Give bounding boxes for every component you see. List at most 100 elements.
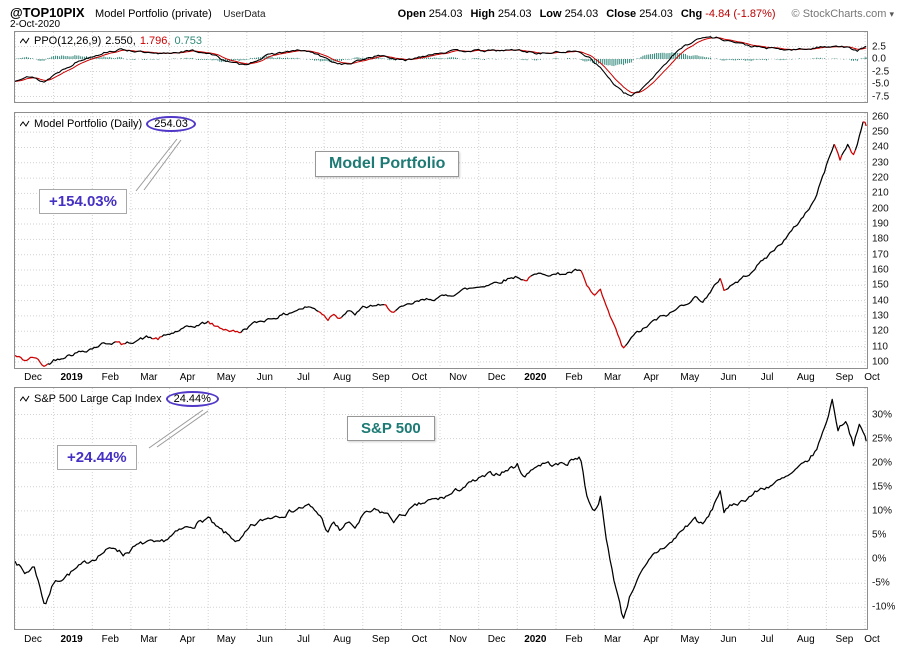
line-style-icon [20, 120, 30, 128]
x-tick-label: Apr [179, 372, 196, 383]
price-line-segment [207, 320, 242, 334]
annotation-callout-line [148, 409, 204, 449]
header-right: Open 254.03 High 254.03 Low 254.03 Close 254.03… [390, 8, 894, 20]
ppo-line [15, 36, 867, 97]
sp-legend-label: S&P 500 Large Cap Index [34, 393, 162, 405]
x-tick-label: Jun [720, 634, 737, 645]
stockcharts-copyright[interactable]: © StockCharts.com [791, 8, 887, 20]
x-tick-label: Apr [179, 634, 196, 645]
ppo-chart-canvas [15, 32, 867, 102]
y-tick-label: 250 [872, 126, 889, 138]
x-tick-label: Sep [371, 634, 390, 645]
y-tick-label: 15% [872, 481, 893, 493]
price-line-segment [318, 310, 342, 322]
sp500-line-segment [15, 398, 867, 619]
x-tick-label: Mar [603, 634, 622, 645]
y-tick-label: 10% [872, 505, 893, 517]
x-tick-label: Feb [101, 634, 119, 645]
chevron-down-icon[interactable]: ▾ [889, 9, 894, 19]
price-line-segment [522, 275, 532, 282]
price-line-segment [862, 121, 867, 127]
x-tick-label: May [216, 634, 236, 645]
x-tick-label: 2019 [60, 372, 83, 383]
line-style-icon [20, 395, 30, 403]
price-line-segment [854, 121, 864, 151]
price-line-segment [115, 341, 126, 346]
y-tick-label: 260 [872, 111, 889, 123]
y-tick-label: 30% [872, 409, 893, 420]
data-source: UserData [223, 9, 266, 20]
price-line-segment [719, 278, 727, 292]
quote-label: High [470, 8, 495, 20]
chart-title: Model Portfolio (private) [95, 8, 212, 20]
y-tick-label: 0% [872, 553, 887, 565]
x-tick-label: Jul [760, 634, 774, 645]
sp500-panel: S&P 500 Large Cap Index 24.44% S&P 500 +… [14, 387, 868, 630]
quote-label: Close [606, 8, 637, 20]
y-tick-label: 110 [872, 341, 888, 353]
model-portfolio-panel: Model Portfolio (Daily) 254.03 Model Por… [14, 112, 868, 369]
x-tick-label: Jul [297, 372, 310, 383]
price-line-segment [395, 275, 524, 312]
x-tick-label: Jun [256, 372, 273, 383]
x-tick-label: 2020 [524, 634, 547, 645]
x-tick-label: Aug [333, 634, 352, 645]
header: @TOP10PIX Model Portfolio (private) User… [10, 4, 894, 22]
price-line-segment [725, 143, 835, 291]
sp500-gain-annotation: +24.44% [57, 445, 137, 470]
y-tick-label: -7.5 [872, 91, 890, 102]
price-line-segment [161, 320, 209, 338]
x-tick-label: Oct [411, 634, 428, 645]
x-tick-label: Apr [643, 634, 659, 645]
price-line-segment [849, 147, 856, 156]
y-tick-label: 140 [872, 295, 889, 307]
x-tick-label: Mar [140, 634, 158, 645]
price-line-segment [833, 143, 843, 161]
x-tick-label: May [680, 372, 700, 383]
x-tick-label: Feb [565, 634, 583, 645]
y-tick-label: 130 [872, 310, 889, 322]
y-tick-label: 25% [872, 433, 893, 445]
annotation-callout-line [156, 410, 209, 448]
x-tick-label: Dec [24, 372, 42, 383]
x-tick-label: Feb [565, 372, 583, 383]
ppo-legend-values: 2.550, 1.796, 0.753 [101, 35, 202, 47]
main-chart-canvas [15, 113, 867, 368]
x-tick-label: Dec [24, 634, 42, 645]
y-tick-label: -5% [872, 577, 890, 589]
ppo-legend-value: 0.753 [174, 35, 202, 47]
quote-value: -4.84 (-1.87%) [705, 8, 776, 20]
x-tick-label: Mar [140, 372, 158, 383]
price-line-segment [625, 278, 721, 347]
quote-value: 254.03 [497, 8, 532, 20]
y-tick-label: 120 [872, 325, 889, 337]
x-axis-months-upper: Dec 2019 Feb Mar Apr May Jun Jul Aug Sep Oct Nov Dec… [14, 371, 880, 386]
ppo-legend-value: 2.550, [105, 35, 136, 47]
y-tick-label: -10% [872, 601, 896, 613]
y-tick-label: 160 [872, 264, 889, 276]
x-tick-label: Jul [297, 634, 310, 645]
y-tick-label: 200 [872, 203, 889, 215]
y-tick-label: 0.0 [872, 53, 886, 65]
y-tick-label: 2.5 [872, 41, 886, 52]
last-value-ellipse: 24.44% [165, 391, 219, 407]
portfolio-gain-annotation: +154.03% [39, 189, 127, 214]
y-tick-label: -2.5 [872, 66, 890, 77]
y-tick-label: 220 [872, 172, 889, 184]
quote-value: 254.03 [639, 8, 673, 20]
x-tick-label: Nov [449, 634, 467, 645]
ppo-legend-label: PPO(12,26,9) [34, 35, 102, 47]
y-tick-label: 190 [872, 218, 889, 230]
chart-date: 2-Oct-2020 [10, 19, 61, 30]
main-legend-label: Model Portfolio (Daily) [34, 118, 143, 130]
last-value-ellipse: 254.03 [146, 116, 196, 132]
x-tick-label: Jul [760, 372, 774, 383]
price-line-segment [341, 303, 385, 318]
x-tick-label: Sep [835, 372, 854, 383]
x-tick-label: Aug [333, 372, 352, 383]
x-tick-label: Sep [835, 634, 854, 645]
model-portfolio-label-box: Model Portfolio [315, 151, 460, 177]
x-tick-label: Apr [643, 372, 659, 383]
price-line-segment [47, 341, 116, 365]
